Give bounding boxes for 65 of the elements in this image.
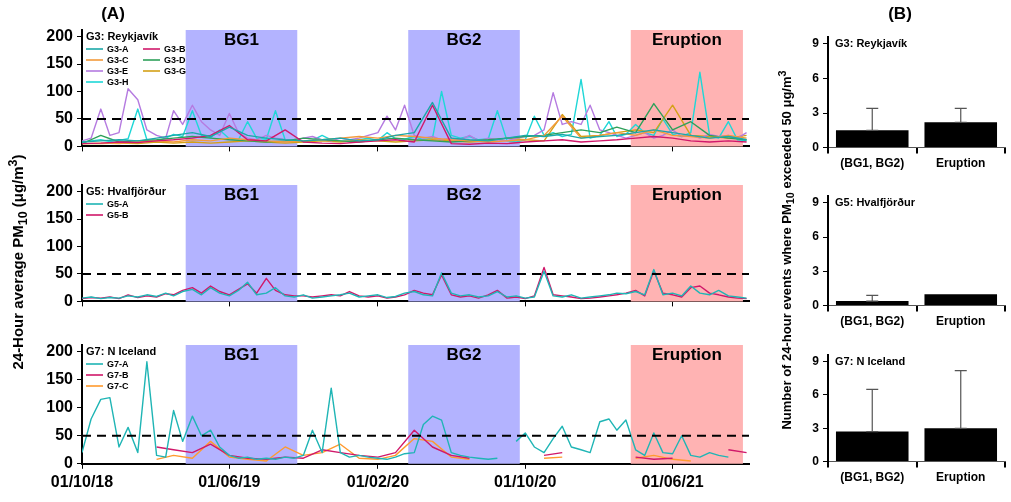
y-tick-label: 6	[812, 229, 820, 244]
legend-label: G5-B	[107, 210, 129, 220]
legend-title: G7: N Iceland	[86, 345, 157, 357]
annotation: G5: Hvalfjörður	[835, 195, 916, 208]
y-tick-label: 50	[55, 426, 74, 444]
legend-label: G3-C	[107, 55, 129, 65]
band-label: BG2	[446, 345, 482, 365]
legend-label: G3-D	[164, 55, 186, 65]
y-tick-label: 200	[46, 342, 74, 360]
x-tick-label: 01/10/20	[494, 472, 557, 490]
y-tick-label: 6	[812, 70, 820, 85]
y-tick-label: 150	[46, 209, 74, 227]
legend-title: G3: Reykjavík	[86, 30, 160, 42]
y-tick-label: 9	[812, 36, 820, 51]
band-label: Eruption	[651, 345, 722, 365]
y-tick-label: 3	[812, 263, 820, 278]
y-tick-label: 200	[46, 26, 74, 44]
x-tick-label: Eruption	[936, 470, 986, 485]
band-label: BG1	[223, 30, 259, 50]
x-tick-label: (BG1, BG2)	[840, 470, 905, 485]
x-tick-label: 01/06/19	[198, 472, 261, 490]
legend-label: G3-B	[164, 44, 186, 54]
y-tick-label: 0	[64, 136, 74, 154]
y-tick-label: 9	[812, 195, 820, 210]
band-label: BG2	[446, 30, 482, 50]
legend-label: G7-C	[107, 381, 129, 391]
y-tick-label: 0	[812, 139, 820, 154]
y-tick-label: 200	[46, 181, 74, 199]
y-tick-label: 0	[812, 453, 820, 468]
y-tick-label: 100	[46, 81, 74, 99]
legend-title: G5: Hvalfjörður	[86, 185, 167, 197]
legend-label: G3-H	[107, 77, 129, 87]
band-label: BG2	[446, 185, 482, 205]
y-tick-label: 100	[46, 398, 74, 416]
legend-label: G3-E	[107, 66, 129, 76]
y-tick-label: 50	[55, 264, 74, 282]
y-tick-label: 150	[46, 370, 74, 388]
x-tick-label: (BG1, BG2)	[840, 314, 905, 329]
x-tick-label: 01/06/21	[641, 472, 704, 490]
chart-title: (A)	[101, 4, 125, 24]
legend-label: G7-B	[107, 370, 129, 380]
legend-label: G7-A	[107, 359, 129, 369]
y-tick-label: 50	[55, 109, 74, 127]
x-tick-label: 01/02/20	[346, 472, 410, 490]
band-label: BG1	[223, 345, 259, 365]
y-tick-label: 3	[812, 105, 820, 120]
annotation: G3: Reykjavík	[835, 36, 909, 49]
x-tick-label: 01/10/18	[50, 472, 114, 490]
y-tick-label: 9	[812, 353, 820, 368]
band-label: Eruption	[651, 30, 722, 50]
x-tick-label: (BG1, BG2)	[840, 156, 905, 171]
y-tick-label: 6	[812, 387, 820, 402]
legend-label: G5-A	[107, 199, 129, 209]
y-tick-label: 0	[64, 291, 74, 309]
legend-label: G3-G	[164, 66, 187, 76]
y-tick-label: 3	[812, 420, 820, 435]
y-tick-label: 0	[64, 454, 74, 472]
annotation: G7: N Iceland	[835, 354, 906, 367]
chart-title: (B)	[888, 4, 912, 24]
legend-label: G3-A	[107, 44, 129, 54]
band-label: Eruption	[651, 185, 722, 205]
band-label: BG1	[223, 185, 259, 205]
y-tick-label: 100	[46, 236, 74, 254]
y-tick-label: 0	[812, 297, 820, 312]
y-tick-label: 150	[46, 54, 74, 72]
